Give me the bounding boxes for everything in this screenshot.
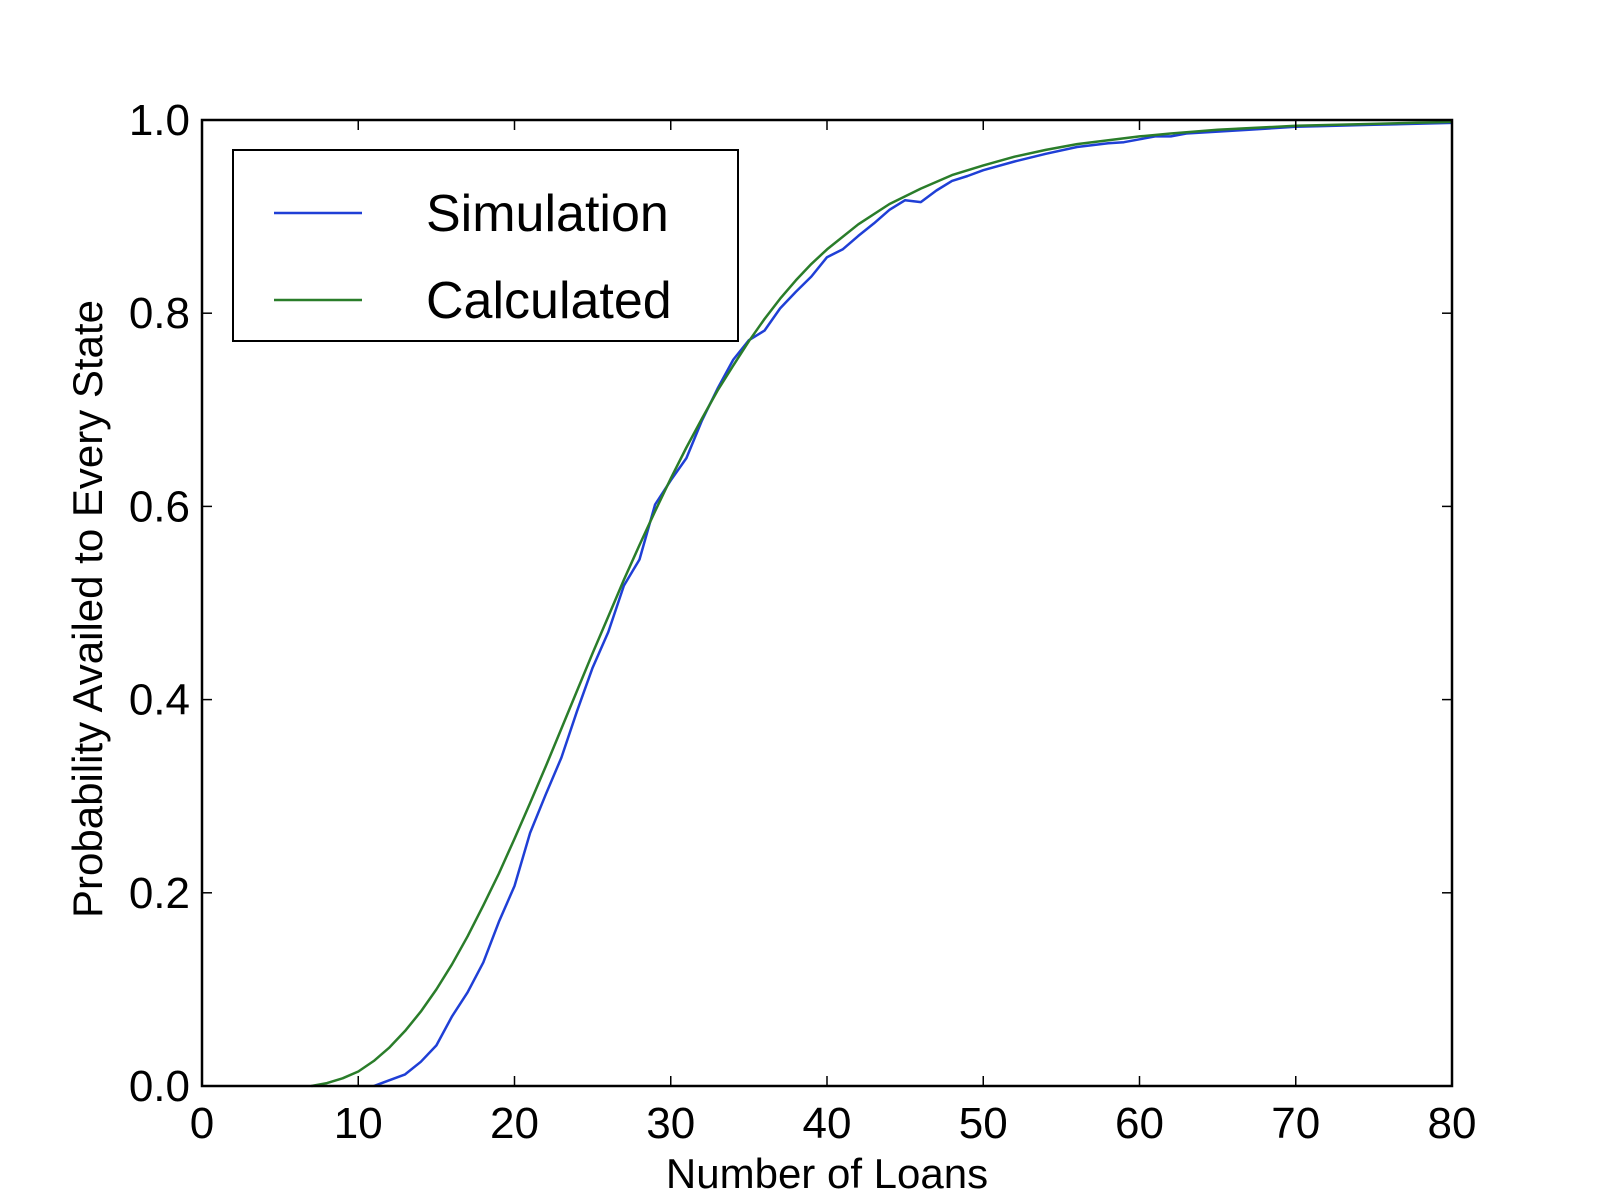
y-axis-title: Probability Availed to Every State bbox=[64, 300, 111, 918]
x-tick-label: 60 bbox=[1115, 1099, 1164, 1148]
x-tick-label: 0 bbox=[190, 1099, 214, 1148]
y-tick-label: 1.0 bbox=[129, 96, 190, 145]
labels-layer: 0 10 20 30 40 50 60 70 80 0.0 0.2 0.4 0.6 0.8 1.0 bbox=[129, 96, 1477, 1148]
legend-box bbox=[232, 149, 739, 342]
legend-label-calculated: Calculated bbox=[426, 272, 672, 330]
series-line-calculated bbox=[311, 120, 1453, 1088]
series-line-simulation bbox=[373, 121, 1453, 1088]
y-tick-label: 0.0 bbox=[129, 1062, 190, 1111]
x-tick-label: 10 bbox=[334, 1099, 383, 1148]
x-axis-title: Number of Loans bbox=[666, 1150, 988, 1197]
x-tick-label: 50 bbox=[959, 1099, 1008, 1148]
legend: Simulation Calculated bbox=[232, 149, 739, 342]
x-tick-label: 70 bbox=[1271, 1099, 1320, 1148]
y-tick-label: 0.6 bbox=[129, 482, 190, 531]
x-tick-label: 30 bbox=[646, 1099, 695, 1148]
x-tick-label: 40 bbox=[803, 1099, 852, 1148]
x-tick-label: 20 bbox=[490, 1099, 539, 1148]
ticks-layer bbox=[201, 119, 1453, 1087]
series-layer bbox=[311, 120, 1453, 1088]
y-tick-label: 0.4 bbox=[129, 676, 190, 725]
x-tick-label: 80 bbox=[1428, 1099, 1477, 1148]
legend-label-simulation: Simulation bbox=[426, 185, 669, 243]
y-tick-label: 0.2 bbox=[129, 869, 190, 918]
y-tick-label: 0.8 bbox=[129, 289, 190, 338]
